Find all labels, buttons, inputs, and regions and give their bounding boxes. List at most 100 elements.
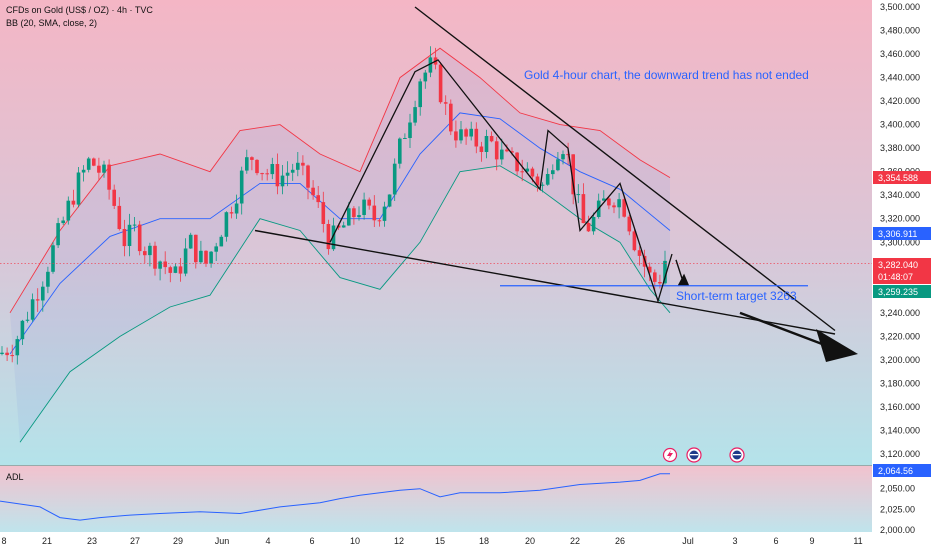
candle-body [535, 176, 540, 186]
candle-body [71, 200, 76, 205]
y-tick-label: 3,140.000 [880, 425, 920, 435]
candle-body [112, 189, 116, 206]
adl-tick-label: 2,025.00 [880, 504, 915, 514]
svg-text:3,306.911: 3,306.911 [878, 229, 917, 239]
candle-body [56, 223, 60, 246]
candle-body [612, 205, 616, 208]
adl-series: 2,050.00 2,025.00 2,000.00 [0, 473, 915, 535]
candle-body [591, 217, 596, 232]
x-tick-label: 29 [173, 536, 183, 546]
candle-body [571, 154, 575, 195]
y-tick-label: 3,120.000 [880, 449, 920, 459]
candle-body [658, 282, 662, 284]
candle-body [525, 168, 530, 172]
candle-body [153, 245, 157, 269]
bollinger-upper-line [9, 47, 671, 314]
candle-body [617, 199, 621, 208]
candle-body [102, 164, 106, 173]
candle-body [20, 320, 25, 340]
candle-body [209, 251, 213, 264]
adl-pane-background [0, 466, 872, 532]
candle-body [107, 164, 111, 190]
candle-body [270, 164, 275, 175]
candle-body [484, 136, 489, 152]
short-arrow [675, 259, 690, 286]
candle-body [459, 129, 463, 141]
candle-body [30, 299, 35, 320]
candle-body [387, 194, 392, 207]
y-tick-label: 3,420.000 [880, 96, 920, 106]
candle-body [132, 224, 137, 226]
candle-body [326, 224, 331, 250]
candle-body [602, 198, 606, 201]
y-tick-label: 3,160.000 [880, 402, 920, 412]
wave-zigzag[interactable] [329, 59, 673, 304]
candle-body [367, 199, 371, 206]
x-tick-label: 9 [809, 536, 814, 546]
x-tick-label: 11 [853, 536, 862, 546]
adl-line [0, 473, 670, 521]
candle-body [127, 224, 132, 246]
trendline[interactable] [254, 229, 836, 335]
candle-body [428, 57, 433, 73]
time-axis-background [0, 532, 932, 550]
candle-body [163, 261, 167, 268]
y-tick-label: 3,340.000 [880, 190, 920, 200]
candle-body [341, 225, 346, 228]
upper-band-tag: 3,354.588 [873, 171, 931, 184]
candle-body [551, 170, 555, 175]
x-tick-label: 15 [435, 536, 445, 546]
candle-body [296, 162, 300, 170]
candle-body [5, 352, 9, 356]
candle-body [265, 173, 269, 175]
candle-body [15, 339, 20, 356]
candle-body [158, 261, 162, 269]
candle-body [61, 220, 65, 224]
candle-body [183, 248, 188, 274]
time-axis[interactable]: 8 21 23 27 29 Jun 4 6 10 12 15 18 20 22 26 Jul 3 6 9 11 [1, 536, 862, 546]
main-annotation: Gold 4-hour chart, the downward trend ha… [524, 68, 809, 82]
candle-body [173, 266, 178, 273]
candle-body [245, 157, 249, 171]
candle-body [143, 251, 147, 256]
x-tick-label: Jun [215, 536, 230, 546]
x-tick-label: 20 [525, 536, 535, 546]
x-tick-label: 23 [87, 536, 97, 546]
candle-body [377, 220, 382, 222]
candle-body [224, 212, 229, 237]
y-tick-label: 3,300.000 [880, 237, 920, 247]
main-pane-background [0, 0, 872, 465]
adl-tick-label: 2,000.00 [880, 525, 915, 535]
lower-band-tag: 3,259.235 [873, 285, 931, 298]
trendline[interactable] [414, 6, 836, 332]
basis-tag: 3,306.911 [873, 227, 931, 240]
candle-body [260, 173, 264, 175]
candle-body [479, 146, 484, 152]
event-flash-icon[interactable] [662, 447, 678, 463]
y-tick-label: 3,480.000 [880, 26, 920, 36]
x-tick-label: 12 [394, 536, 404, 546]
candle-body [214, 246, 218, 252]
candle-body [275, 164, 280, 187]
y-tick-label: 3,500.000 [880, 2, 920, 12]
candle-body [556, 159, 560, 171]
candle-body [413, 107, 417, 123]
candle-body [357, 215, 361, 218]
us-flag-event-icon-2[interactable] [729, 447, 745, 463]
candle-body [316, 195, 320, 203]
candle-body [306, 165, 310, 188]
candle-body [403, 138, 407, 139]
x-tick-label: 22 [570, 536, 580, 546]
candle-body [632, 231, 637, 251]
candle-body [647, 266, 652, 273]
candle-body [255, 159, 259, 174]
last-price-tag: 3,282.040 01:48:07 [873, 258, 931, 284]
us-flag-event-icon[interactable] [686, 447, 702, 463]
big-arrow-head [816, 329, 858, 363]
candle-body [219, 236, 224, 247]
candle-body [229, 212, 234, 214]
candle-body [469, 128, 473, 137]
x-tick-label: 10 [350, 536, 360, 546]
svg-text:01:48:07: 01:48:07 [878, 272, 913, 282]
